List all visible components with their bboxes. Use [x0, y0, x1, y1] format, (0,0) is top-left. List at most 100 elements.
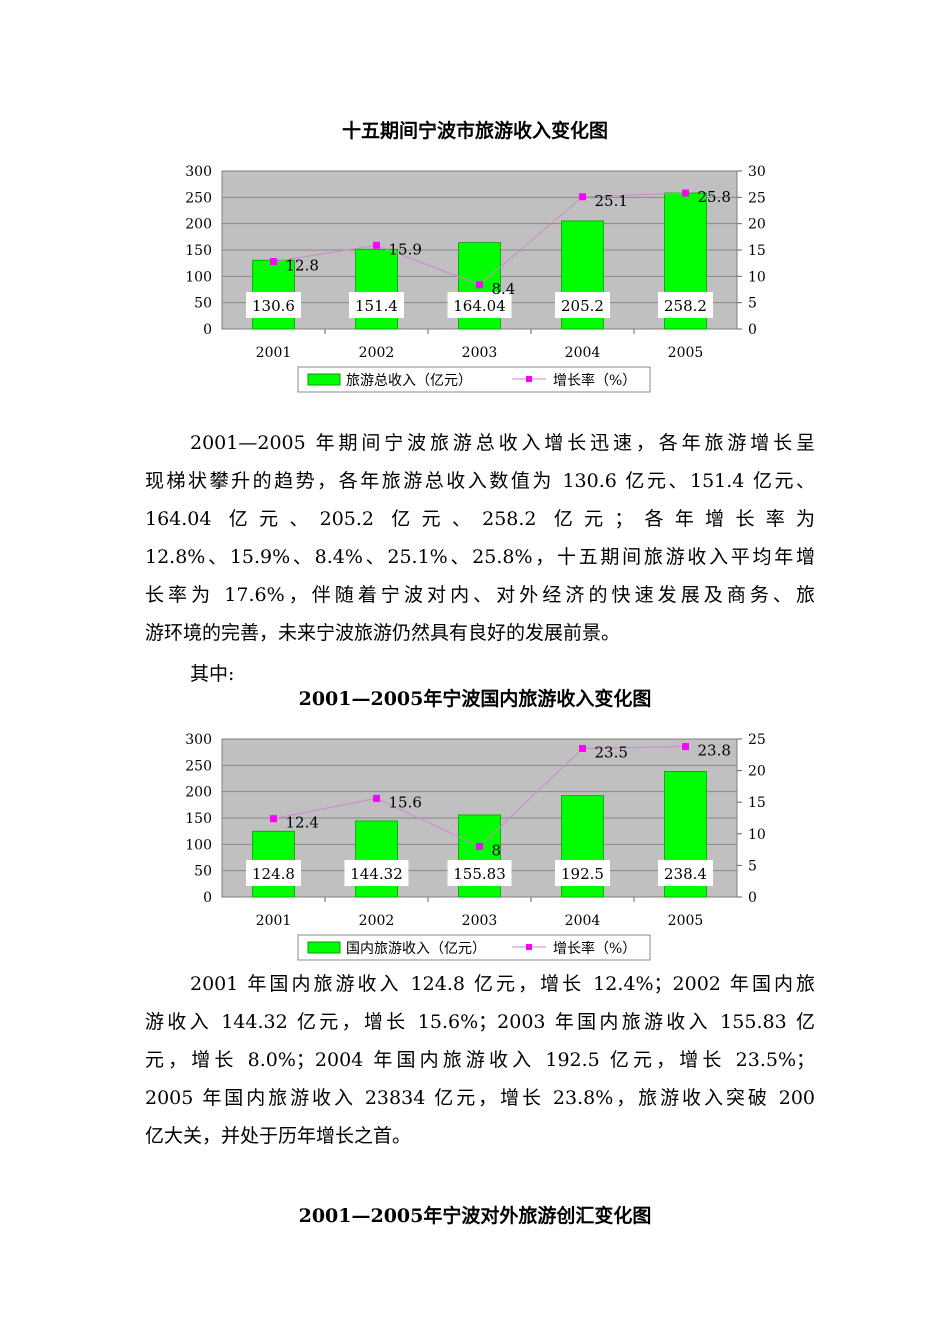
x-tick-label: 2002 — [359, 913, 395, 929]
bar-data-label: 164.04 — [453, 297, 506, 315]
y-right-tick-label: 25 — [748, 732, 766, 748]
y-left-tick-label: 250 — [185, 758, 212, 774]
chart-domestic-tourism-income: 0 50 100 150 200 250 300 0 5 10 15 20 25 2001 2002 2003… — [185, 732, 766, 961]
y-left-tick-label: 50 — [194, 296, 212, 312]
paragraph-total-income: 2001—2005 年期间宁波旅游总收入增长迅速，各年旅游增长呈 现梯状攀升的趋… — [145, 424, 815, 652]
text-line: 2001—2005 年期间宁波旅游总收入增长迅速，各年旅游增长呈 — [190, 432, 815, 454]
y-left-tick-label: 250 — [185, 190, 212, 206]
growth-rate-label: 15.9 — [389, 240, 422, 258]
y-right-tick-label: 5 — [748, 296, 757, 312]
growth-rate-label: 15.6 — [389, 793, 422, 811]
text-line: 元，增长 8.0%；2004 年国内旅游收入 192.5 亿元，增长 23.5%… — [145, 1049, 815, 1071]
bar-data-label: 124.8 — [252, 865, 295, 883]
legend-bar-swatch — [307, 941, 341, 954]
bar-label-box — [447, 860, 512, 886]
y-left-tick-label: 100 — [185, 837, 212, 853]
y-left-tick-label: 150 — [185, 243, 212, 259]
growth-rate-marker — [270, 258, 277, 266]
bar-label-box — [658, 292, 713, 318]
legend-line-label: 增长率（%） — [553, 372, 636, 389]
note-label: 其中: — [190, 663, 235, 685]
bar-data-label: 238.4 — [664, 865, 707, 883]
growth-rate-label: 25.1 — [595, 192, 628, 210]
growth-rate-marker — [682, 189, 689, 197]
y-left-tick-label: 100 — [185, 269, 212, 285]
legend-bar-label: 国内旅游收入（亿元） — [346, 941, 486, 957]
y-right-tick-label: 0 — [748, 890, 757, 906]
text-line: 2001 年国内旅游收入 124.8 亿元，增长 12.4%；2002 年国内旅 — [190, 973, 815, 995]
y-left-tick-label: 300 — [185, 164, 212, 180]
y-left-tick-label: 200 — [185, 217, 212, 233]
bar-label-box — [349, 292, 404, 318]
growth-rate-marker — [373, 241, 380, 249]
bar-label-box — [344, 860, 409, 886]
y-right-tick-label: 20 — [748, 764, 766, 780]
legend — [297, 934, 651, 961]
bar-data-label: 192.5 — [561, 865, 604, 883]
text-line: 164.04 亿元、205.2 亿元、258.2 亿元；各年增长率为 — [145, 508, 815, 530]
bar-data-label: 155.83 — [453, 865, 506, 883]
bar-label-box — [246, 860, 301, 886]
growth-rate-label: 12.8 — [286, 257, 319, 275]
growth-rate-marker — [373, 794, 380, 802]
chart2-title: 2001—2005年宁波国内旅游收入变化图 — [298, 688, 652, 710]
growth-rate-marker — [579, 193, 586, 201]
growth-rate-marker — [270, 815, 277, 823]
text-line: 2005 年国内旅游收入 23834 亿元，增长 23.8%，旅游收入突破 20… — [145, 1087, 815, 1109]
x-tick-label: 2004 — [565, 345, 601, 361]
bar-data-label: 130.6 — [252, 297, 295, 315]
y-right-tick-label: 10 — [748, 827, 766, 843]
y-right-tick-label: 25 — [748, 190, 766, 206]
bar-data-label: 205.2 — [561, 297, 604, 315]
y-left-tick-label: 150 — [185, 811, 212, 827]
bar-label-box — [658, 860, 713, 886]
text-line: 游环境的完善，未来宁波旅游仍然具有良好的发展前景。 — [145, 622, 621, 644]
growth-rate-label: 23.5 — [595, 743, 628, 761]
growth-rate-label: 12.4 — [286, 814, 319, 832]
y-right-tick-label: 0 — [748, 322, 757, 338]
y-left-tick-label: 50 — [194, 864, 212, 880]
x-tick-label: 2002 — [359, 345, 395, 361]
bar-data-label: 144.32 — [350, 865, 403, 883]
legend-line-marker — [526, 376, 532, 382]
legend — [297, 366, 651, 393]
growth-rate-marker — [579, 744, 586, 752]
y-left-tick-label: 0 — [203, 322, 212, 338]
y-right-tick-label: 15 — [748, 795, 766, 811]
bar-label-box — [447, 292, 512, 318]
bar-data-label: 258.2 — [664, 297, 707, 315]
y-right-tick-label: 5 — [748, 858, 757, 874]
bar-label-box — [555, 860, 610, 886]
legend-bar-label: 旅游总收入（亿元） — [346, 373, 472, 389]
y-right-tick-label: 30 — [748, 164, 766, 180]
x-tick-label: 2003 — [462, 913, 498, 929]
chart-total-tourism-income: 0 50 100 150 200 250 300 0 5 10 15 20 25 30 2001 2002 20… — [185, 164, 766, 393]
chart1-title: 十五期间宁波市旅游收入变化图 — [341, 120, 608, 142]
y-right-tick-label: 20 — [748, 217, 766, 233]
legend-bar-swatch — [307, 373, 341, 386]
growth-rate-marker — [682, 743, 689, 751]
x-tick-label: 2005 — [668, 913, 704, 929]
legend-line-marker — [526, 944, 532, 950]
text-line: 游收入 144.32 亿元，增长 15.6%；2003 年国内旅游收入 155.… — [145, 1011, 815, 1033]
growth-rate-marker — [476, 281, 483, 289]
text-line: 12.8%、15.9%、8.4%、25.1%、25.8%，十五期间旅游收入平均年… — [145, 546, 815, 568]
growth-rate-label: 23.8 — [698, 742, 731, 760]
y-left-tick-label: 300 — [185, 732, 212, 748]
text-line: 长率为 17.6%，伴随着宁波对内、对外经济的快速发展及商务、旅 — [145, 584, 815, 606]
bar-label-box — [246, 292, 301, 318]
x-tick-label: 2001 — [256, 913, 292, 929]
paragraph-domestic-income: 2001 年国内旅游收入 124.8 亿元，增长 12.4%；2002 年国内旅… — [145, 965, 815, 1155]
growth-rate-label: 8.4 — [492, 280, 516, 298]
y-right-tick-label: 15 — [748, 243, 766, 259]
text-line: 现梯状攀升的趋势，各年旅游总收入数值为 130.6 亿元、151.4 亿元、 — [145, 470, 815, 492]
y-left-tick-label: 0 — [203, 890, 212, 906]
growth-rate-label: 8 — [492, 841, 502, 859]
text-line: 亿大关，并处于历年增长之首。 — [145, 1125, 412, 1147]
chart3-title: 2001—2005年宁波对外旅游创汇变化图 — [298, 1205, 652, 1227]
x-tick-label: 2003 — [462, 345, 498, 361]
bar-data-label: 151.4 — [355, 297, 398, 315]
x-tick-label: 2004 — [565, 913, 601, 929]
y-right-tick-label: 10 — [748, 269, 766, 285]
growth-rate-label: 25.8 — [698, 188, 731, 206]
